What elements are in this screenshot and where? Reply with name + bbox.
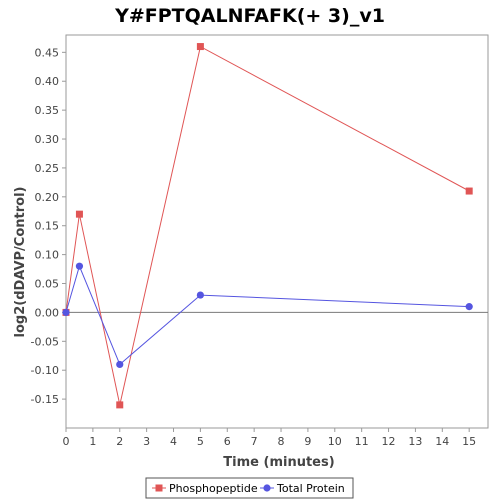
y-tick-label: 0.45 <box>35 46 60 59</box>
legend: Phosphopeptide Total Protein <box>145 477 354 499</box>
legend-label: Phosphopeptide <box>169 482 258 495</box>
data-point <box>465 303 473 311</box>
data-point <box>75 210 83 218</box>
y-tick-label: -0.15 <box>31 393 59 406</box>
x-tick-label: 2 <box>116 435 123 448</box>
x-tick-label: 0 <box>63 435 70 448</box>
data-point <box>196 291 204 299</box>
x-tick-label: 4 <box>170 435 177 448</box>
x-tick-label: 8 <box>278 435 285 448</box>
x-tick-label: 3 <box>143 435 150 448</box>
x-tick-label: 14 <box>435 435 449 448</box>
data-point <box>116 360 124 369</box>
x-tick-label: 6 <box>224 435 231 448</box>
y-axis: -0.15 -0.10 -0.05 0.00 0.05 0.10 0.15 0.20 0.25 0… <box>31 46 66 406</box>
y-tick-label: 0.30 <box>35 133 60 146</box>
data-point <box>75 262 84 270</box>
x-axis: 0 1 2 3 4 5 6 7 8 9 10 11 12 13 14 15 <box>63 428 476 448</box>
data-point <box>116 401 124 409</box>
x-axis-label: Time (minutes) <box>223 455 334 470</box>
data-point <box>196 43 204 51</box>
x-tick-label: 11 <box>355 435 369 448</box>
x-tick-label: 1 <box>89 435 96 448</box>
y-tick-label: 0.15 <box>35 220 60 233</box>
y-tick-label: 0.05 <box>35 278 60 291</box>
legend-swatch-marker <box>155 484 163 492</box>
y-tick-label: -0.10 <box>31 364 59 377</box>
plot-area <box>65 34 489 429</box>
y-tick-label: 0.10 <box>35 249 60 262</box>
y-tick-label: 0.00 <box>35 306 60 319</box>
x-tick-label: 10 <box>328 435 342 448</box>
legend-label: Total Protein <box>276 482 345 495</box>
x-tick-label: 12 <box>382 435 396 448</box>
x-tick-label: 7 <box>251 435 258 448</box>
y-tick-label: 0.40 <box>35 75 60 88</box>
x-tick-label: 9 <box>304 435 311 448</box>
legend-box <box>145 477 354 499</box>
y-tick-label: 0.35 <box>35 104 60 117</box>
y-tick-label: 0.20 <box>35 191 60 204</box>
y-tick-label: 0.25 <box>35 162 60 175</box>
data-point <box>62 308 70 317</box>
data-point <box>465 187 473 195</box>
series-layer <box>62 43 473 409</box>
chart-title: Y#FPTQALNFAFK(+ 3)_v1 <box>114 5 385 27</box>
legend-swatch-marker <box>263 484 271 492</box>
y-tick-label: -0.05 <box>31 335 59 348</box>
x-tick-label: 15 <box>462 435 476 448</box>
x-tick-label: 5 <box>197 435 204 448</box>
y-axis-label: log2(dDAVP/Control) <box>13 187 28 338</box>
x-tick-label: 13 <box>408 435 422 448</box>
